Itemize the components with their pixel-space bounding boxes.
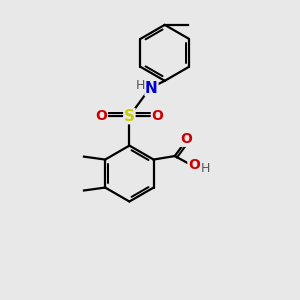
Text: S: S: [124, 109, 135, 124]
Text: N: N: [145, 81, 158, 96]
Text: H: H: [201, 162, 210, 175]
Text: O: O: [188, 158, 200, 172]
Text: O: O: [152, 109, 163, 123]
Text: H: H: [136, 79, 145, 92]
Text: O: O: [180, 132, 192, 146]
Text: O: O: [95, 109, 107, 123]
